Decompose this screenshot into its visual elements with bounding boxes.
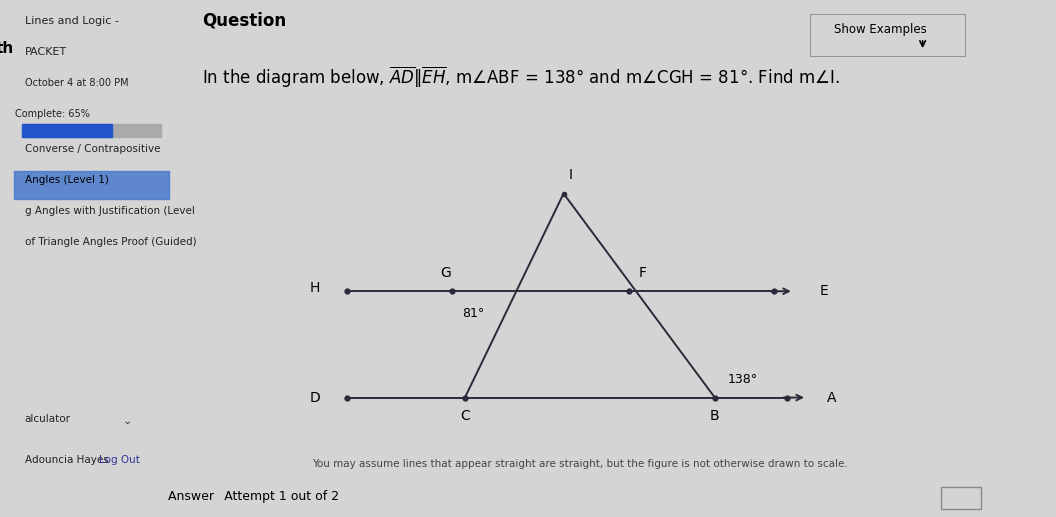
Text: Log Out: Log Out [99,455,140,465]
Text: alculator: alculator [25,414,71,423]
Text: You may assume lines that appear straight are straight, but the figure is not ot: You may assume lines that appear straigh… [313,459,848,469]
Text: C: C [460,409,470,423]
Text: th: th [0,41,14,56]
Text: Converse / Contrapositive: Converse / Contrapositive [25,144,161,154]
Text: October 4 at 8:00 PM: October 4 at 8:00 PM [25,78,129,87]
Text: g Angles with Justification (Level: g Angles with Justification (Level [25,206,194,216]
Bar [942,486,981,509]
Text: In the diagram below, $\overline{AD} \| \overline{EH}$, m$\angle$ABF = 138° and : In the diagram below, $\overline{AD} \| … [202,65,840,90]
Bar [22,124,112,137]
Text: 138°: 138° [728,373,758,386]
Text: Complete: 65%: Complete: 65% [16,109,90,118]
Text: I: I [568,168,572,182]
Text: B: B [710,409,719,423]
Text: A: A [827,390,836,405]
Text: Question: Question [202,12,286,30]
Text: Answer  Attempt 1 out of 2: Answer Attempt 1 out of 2 [169,490,340,503]
Text: Lines and Logic -: Lines and Logic - [25,16,118,25]
Text: G: G [439,266,451,280]
Text: E: E [821,284,829,298]
Text: H: H [309,281,320,295]
Text: Show Examples: Show Examples [834,23,927,36]
Text: ⌄: ⌄ [122,416,132,426]
Text: Adouncia Hayes: Adouncia Hayes [25,455,109,465]
Text: 81°: 81° [461,307,484,320]
Text: Angles (Level 1): Angles (Level 1) [25,175,109,185]
Text: F: F [639,266,646,280]
Text: of Triangle Angles Proof (Guided): of Triangle Angles Proof (Guided) [25,237,196,247]
Bar [22,124,162,137]
Text: PACKET: PACKET [25,47,67,56]
Bar [14,171,169,199]
Text: D: D [309,390,320,405]
